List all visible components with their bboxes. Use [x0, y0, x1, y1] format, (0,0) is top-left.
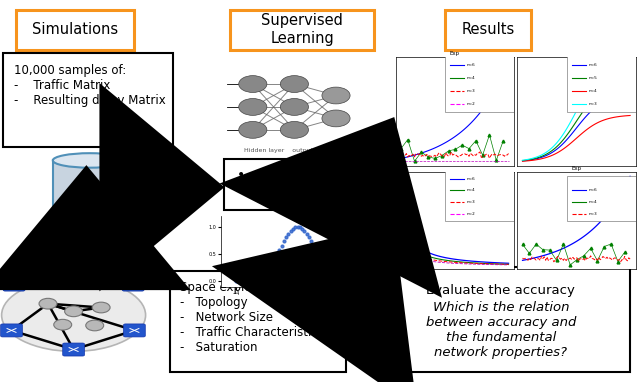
Text: Which is the relation
between accuracy and
the fundamental
network properties?: Which is the relation between accuracy a…: [426, 301, 576, 359]
Circle shape: [239, 99, 267, 115]
Text: Data
Set: Data Set: [75, 179, 104, 207]
Circle shape: [54, 319, 72, 330]
Text: Results: Results: [461, 22, 515, 37]
Circle shape: [280, 76, 308, 92]
Ellipse shape: [53, 153, 127, 168]
Text: Hidden layer    output layer: Hidden layer output layer: [244, 148, 332, 154]
Text: Space exploration:
-   Topology
-   Network Size
-   Traffic Characteristics
-  : Space exploration: - Topology - Network …: [180, 281, 324, 354]
FancyBboxPatch shape: [371, 267, 630, 372]
FancyBboxPatch shape: [124, 324, 145, 337]
FancyBboxPatch shape: [63, 343, 84, 356]
FancyBboxPatch shape: [1, 324, 22, 337]
FancyBboxPatch shape: [3, 53, 173, 147]
Circle shape: [280, 99, 308, 115]
Circle shape: [322, 110, 350, 127]
Circle shape: [280, 121, 308, 138]
FancyBboxPatch shape: [170, 271, 346, 372]
FancyBboxPatch shape: [122, 278, 144, 291]
FancyBboxPatch shape: [445, 10, 531, 50]
Text: Supervised
Learning: Supervised Learning: [262, 13, 343, 46]
Text: 10,000 samples of:
-    Traffic Matrix
-    Resulting delay Matrix: 10,000 samples of: - Traffic Matrix - Re…: [14, 64, 166, 107]
Circle shape: [239, 121, 267, 138]
Circle shape: [322, 87, 350, 104]
Circle shape: [86, 320, 104, 331]
Polygon shape: [53, 160, 127, 225]
FancyBboxPatch shape: [3, 278, 25, 291]
FancyBboxPatch shape: [16, 10, 134, 50]
Circle shape: [92, 302, 110, 313]
FancyBboxPatch shape: [224, 159, 381, 210]
Ellipse shape: [2, 279, 146, 351]
Circle shape: [39, 298, 57, 309]
Text: •   ANN
•   Polynomial R.: • ANN • Polynomial R.: [237, 168, 351, 198]
Text: Evaluate the accuracy: Evaluate the accuracy: [426, 284, 575, 297]
Circle shape: [239, 76, 267, 92]
FancyBboxPatch shape: [230, 10, 374, 50]
Text: Simulations: Simulations: [32, 22, 118, 37]
Ellipse shape: [53, 218, 127, 233]
FancyBboxPatch shape: [63, 267, 84, 280]
Circle shape: [65, 306, 83, 317]
